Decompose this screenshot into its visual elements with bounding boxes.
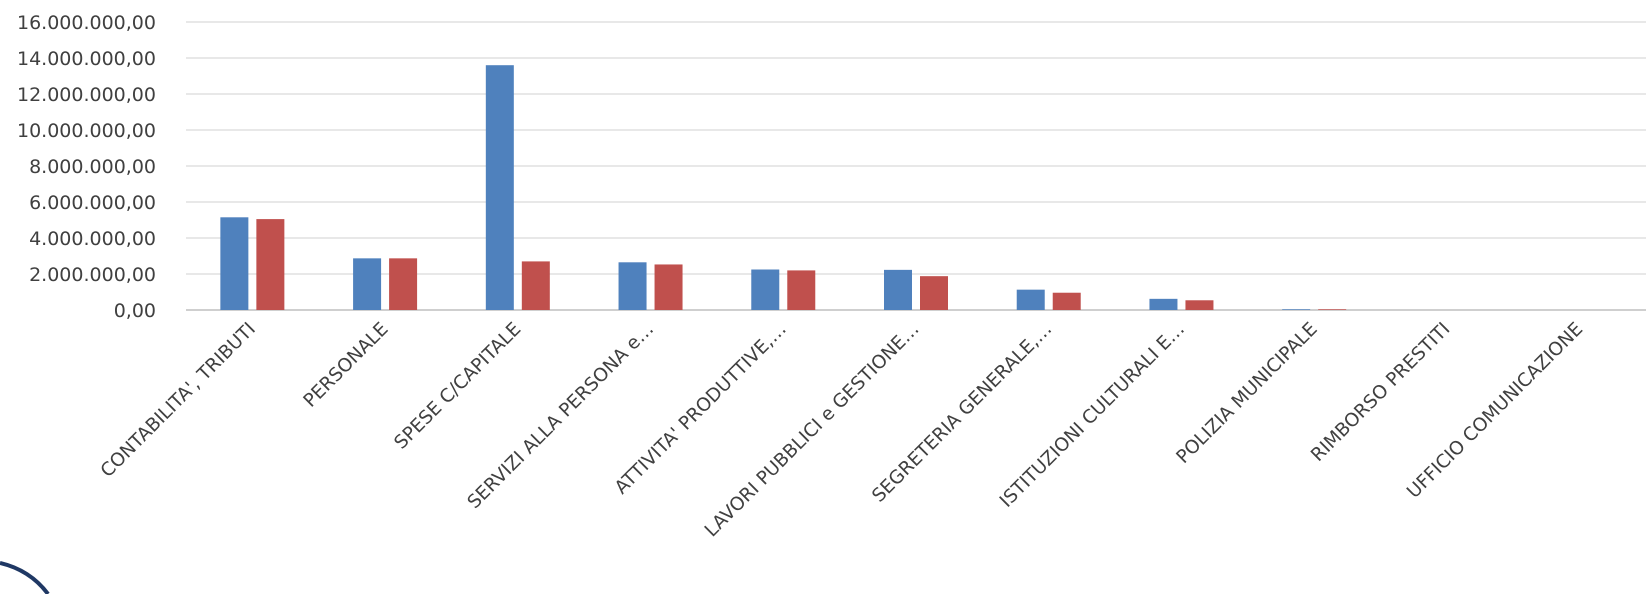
y-tick-label: 10.000.000,00 (17, 120, 156, 142)
y-tick-label: 16.000.000,00 (17, 12, 156, 34)
bar-series-2 (920, 276, 948, 310)
bar-series-1 (1282, 309, 1311, 310)
y-tick-label: 8.000.000,00 (29, 156, 156, 178)
y-tick-label: 4.000.000,00 (29, 228, 156, 250)
gridlines (186, 21, 1646, 311)
y-axis-ticks: 0,00 2.000.000,00 4.000.000,00 6.000.000,00… (17, 12, 156, 322)
x-tick-label: POLIZIA MUNICIPALE (1173, 319, 1322, 468)
bar-series-2 (521, 261, 550, 310)
bars (220, 65, 1347, 310)
bar-series-1 (751, 269, 780, 310)
bar-series-1 (485, 65, 514, 310)
bar-series-1 (1149, 298, 1178, 310)
bar-series-2 (654, 264, 683, 310)
bar-series-1 (618, 262, 647, 310)
y-tick-label: 14.000.000,00 (17, 48, 156, 70)
bar-series-2 (1185, 300, 1214, 310)
bar-series-1 (353, 258, 382, 310)
bar-series-2 (1318, 309, 1347, 310)
x-tick-label: RIMBORSO PRESTITI (1307, 319, 1454, 466)
bar-series-1 (1016, 289, 1045, 310)
y-tick-label: 6.000.000,00 (29, 192, 156, 214)
x-tick-label: CONTABILITA', TRIBUTI (97, 319, 260, 482)
decorative-arc (0, 561, 50, 594)
bar-series-2 (256, 219, 285, 310)
bar-series-1 (220, 217, 249, 310)
bar-series-1 (884, 269, 912, 310)
bar-series-2 (1052, 292, 1081, 310)
y-tick-label: 2.000.000,00 (29, 264, 156, 286)
y-tick-label: 12.000.000,00 (17, 84, 156, 106)
x-tick-label: PERSONALE (300, 319, 393, 412)
x-tick-label: SPESE C/CAPITALE (390, 319, 525, 454)
bar-series-2 (787, 270, 816, 310)
bar-series-2 (389, 258, 418, 310)
y-tick-label: 0,00 (114, 300, 156, 322)
x-tick-label: LAVORI PUBBLICI e GESTIONE… (701, 319, 924, 542)
